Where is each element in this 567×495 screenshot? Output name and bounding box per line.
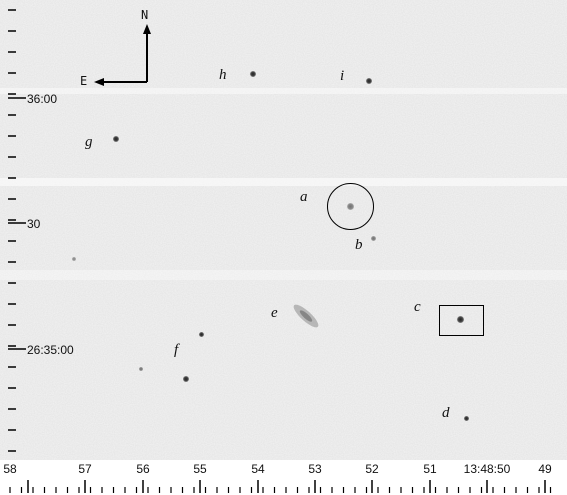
dec-label-36-00: 36:00: [27, 92, 58, 106]
label-c: c: [414, 299, 421, 315]
compass-north-label: N: [141, 8, 149, 22]
ra-label-52: 52: [365, 462, 379, 476]
star-f2: [183, 376, 189, 382]
ra-label-53: 53: [308, 462, 322, 476]
dec-label-26-35-00: 26:35:00: [27, 343, 74, 357]
ra-label-54: 54: [251, 462, 265, 476]
star-g: [113, 136, 119, 142]
compass-east-label: E: [80, 74, 88, 88]
ra-label-55: 55: [193, 462, 207, 476]
star-d: [464, 416, 469, 421]
label-f: f: [174, 342, 179, 358]
ra-label-51: 51: [423, 462, 437, 476]
label-g: g: [85, 134, 93, 150]
star-b: [371, 236, 376, 241]
ra-label-49: 49: [538, 462, 552, 476]
ra-label-56: 56: [136, 462, 150, 476]
label-h: h: [219, 67, 227, 83]
ra-axis: [9, 480, 552, 493]
star-f3: [139, 367, 143, 371]
circle-marker-a: [327, 183, 374, 230]
box-marker-c: [439, 305, 484, 336]
ra-label-57: 57: [78, 462, 92, 476]
sky-background-noise: [0, 0, 567, 460]
label-e: e: [271, 305, 278, 321]
label-a: a: [300, 189, 308, 205]
star-h: [250, 71, 256, 77]
dec-axis-ticks: [8, 9, 26, 452]
compass-arrows: [94, 24, 151, 86]
label-d: d: [442, 405, 450, 421]
star-c: [457, 316, 464, 323]
star-i: [366, 78, 372, 84]
ra-label-58: 58: [3, 462, 17, 476]
star-faint-left: [72, 257, 76, 261]
label-i: i: [340, 68, 345, 84]
sky-image: h i g a b e c f d N E 36:00 30 26:35:00: [0, 0, 567, 460]
label-b: b: [355, 237, 363, 253]
star-f1: [199, 332, 204, 337]
dec-label-30: 30: [27, 217, 41, 231]
ra-label-13-48-50: 13:48:50: [463, 462, 511, 476]
